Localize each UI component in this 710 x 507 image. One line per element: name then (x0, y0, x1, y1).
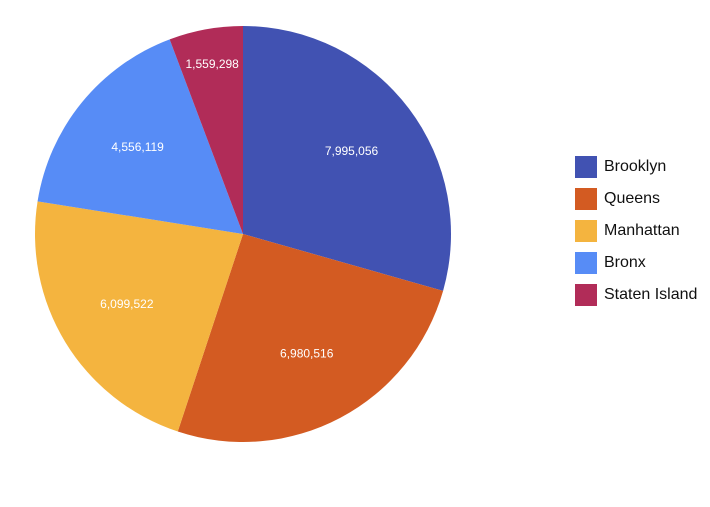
legend-swatch-manhattan (575, 219, 597, 242)
legend-swatch-queens (575, 187, 597, 210)
pie-slice-queens (177, 234, 444, 442)
legend-item-queens: Queens (575, 187, 697, 210)
legend-swatch-staten-island (575, 283, 597, 306)
pie-slices (34, 26, 452, 442)
pie-slice-staten-island (169, 26, 243, 234)
legend-item-manhattan: Manhattan (575, 219, 697, 242)
legend: Brooklyn Queens Manhattan Bronx Staten I… (575, 155, 697, 306)
pie-slice-manhattan (34, 201, 244, 432)
legend-item-bronx: Bronx (575, 251, 697, 274)
legend-label-staten-island: Staten Island (604, 285, 698, 303)
pie-slice-bronx (37, 39, 243, 234)
slice-label-bronx: 4,556,119 (111, 140, 164, 154)
slice-label-staten-island: 1,559,298 (185, 57, 239, 71)
slice-label-queens: 6,980,516 (280, 346, 334, 360)
slice-label-manhattan: 6,099,522 (100, 297, 154, 311)
legend-label-manhattan: Manhattan (604, 221, 680, 239)
legend-item-brooklyn: Brooklyn (575, 155, 697, 178)
legend-label-queens: Queens (604, 189, 661, 207)
legend-swatch-bronx (575, 251, 597, 274)
slice-label-brooklyn: 7,995,056 (325, 144, 379, 158)
legend-label-bronx: Bronx (604, 253, 646, 271)
legend-label-brooklyn: Brooklyn (604, 157, 667, 175)
slice-value-labels: 7,995,056 6,980,516 6,099,522 4,556,119 1,55… (100, 57, 378, 360)
legend-swatch-brooklyn (575, 155, 597, 178)
legend-item-staten-island: Staten Island (575, 283, 697, 306)
pie-slice-brooklyn (243, 26, 452, 291)
